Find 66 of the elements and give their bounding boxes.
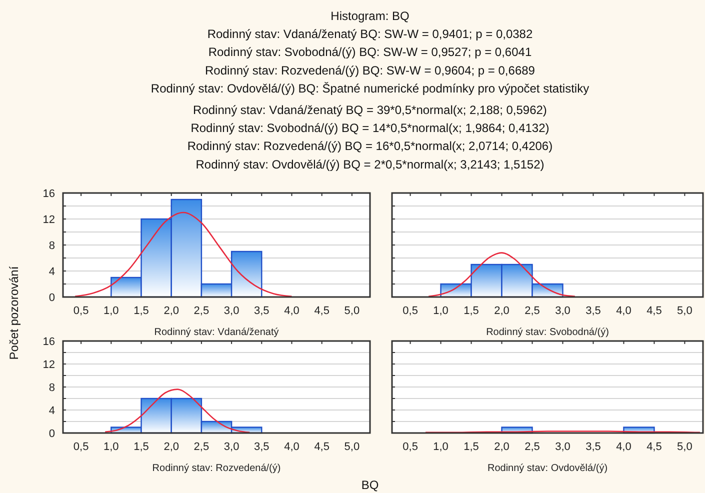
- text: Rodinný stav: Ovdovělá/(ý) BQ = 2*0,5*normal(x; 3,2143; 1,5152): [196, 157, 544, 172]
- text: Rodinný stav: Rozvedená/(ý) BQ = 16*0,5*normal(x; 2,0714; 0,4206): [187, 139, 553, 154]
- x-tick-label: 1,0: [104, 305, 119, 317]
- x-tick-label: 5,0: [677, 441, 692, 453]
- x-tick-label: 0,5: [402, 305, 418, 317]
- x-axis-title: Rodinný stav: Ovdovělá/(ý): [487, 463, 608, 474]
- x-tick-label: 5,0: [677, 305, 692, 317]
- line-series: [74, 212, 292, 297]
- y-tick-label: 16: [42, 336, 55, 348]
- x-tick-label: 3,5: [586, 441, 601, 453]
- x-tick-label: 4,0: [616, 441, 632, 453]
- text: Rodinný stav: Vdaná/ženatý BQ: SW-W = 0,9401; p = 0,0382: [207, 27, 533, 41]
- x-tick-label: 3,0: [555, 441, 570, 453]
- x-tick-label: 2,5: [524, 305, 540, 317]
- x-tick-label: 4,0: [284, 305, 300, 317]
- text: Rodinný stav: Ovdovělá/(ý) BQ: Špatné numerické podmínky pro výpočet statistiky: [150, 82, 590, 96]
- x-tick-label: 4,5: [314, 441, 330, 453]
- x-tick-label: 5,0: [344, 305, 360, 317]
- x-tick-label: 3,0: [224, 305, 240, 317]
- x-tick-label: 4,5: [314, 305, 330, 317]
- x-tick-label: 2,0: [494, 305, 510, 317]
- text: Rodinný stav: Vdaná/ženatý BQ = 39*0,5*normal(x; 2,188; 0,5962): [193, 102, 547, 117]
- y-tick-label: 4: [48, 404, 55, 417]
- x-tick-label: 2,5: [524, 441, 540, 453]
- x-tick-label: 5,0: [344, 441, 360, 453]
- x-tick-label: 4,0: [284, 441, 300, 453]
- x-tick-label: 2,0: [164, 441, 179, 453]
- x-tick-label: 4,0: [616, 305, 632, 317]
- x-tick-label: 0,5: [73, 441, 89, 453]
- x-tick-label: 3,0: [224, 441, 240, 453]
- text: Rodinný stav: Svobodná/(ý) BQ = 14*0,5*normal(x; 1,9864; 0,4132): [190, 121, 550, 135]
- y-tick-label: 12: [42, 358, 55, 371]
- y-tick-label: 8: [48, 240, 55, 252]
- x-tick-label: 2,0: [164, 305, 179, 317]
- x-tick-label: 0,5: [73, 305, 89, 317]
- x-tick-label: 0,5: [402, 441, 418, 453]
- x-tick-label: 1,5: [134, 305, 149, 317]
- x-tick-label: 1,0: [433, 305, 448, 317]
- y-tick-label: 16: [42, 188, 55, 200]
- x-axis-title: Rodinný stav: Rozvedená/(ý): [152, 463, 281, 474]
- x-tick-label: 1,5: [134, 441, 149, 453]
- x-axis-title: Rodinný stav: Svobodná/(ý): [486, 327, 609, 338]
- x-tick-label: 4,5: [646, 441, 662, 453]
- text: BQ: [361, 478, 379, 492]
- x-axis-title: Rodinný stav: Vdaná/ženatý: [154, 327, 279, 338]
- y-axis-title: Počet pozorování: [7, 266, 21, 360]
- x-tick-label: 1,5: [464, 305, 479, 317]
- x-tick-label: 1,0: [433, 441, 448, 453]
- y-tick-label: 8: [48, 382, 55, 394]
- x-tick-label: 2,0: [494, 441, 510, 453]
- chart-title: Histogram: BQ: [330, 9, 410, 23]
- x-tick-label: 2,5: [194, 305, 210, 317]
- x-tick-label: 3,5: [586, 305, 601, 317]
- y-tick-label: 12: [42, 214, 55, 226]
- text: Rodinný stav: Rozvedená/(ý) BQ: SW-W = 0,9604; p = 0,6689: [205, 63, 536, 78]
- x-tick-label: 1,0: [104, 441, 119, 453]
- y-tick-label: 0: [48, 428, 55, 440]
- x-tick-label: 3,5: [254, 441, 270, 453]
- y-tick-label: 4: [48, 266, 55, 278]
- x-tick-label: 2,5: [194, 441, 210, 453]
- text: Rodinný stav: Svobodná/(ý) BQ: SW-W = 0,9527; p = 0,6041: [208, 45, 532, 60]
- x-tick-label: 1,5: [464, 441, 479, 453]
- x-tick-label: 3,0: [555, 305, 570, 317]
- x-tick-label: 4,5: [646, 305, 662, 317]
- x-tick-label: 3,5: [254, 305, 270, 317]
- y-tick-label: 0: [48, 292, 55, 304]
